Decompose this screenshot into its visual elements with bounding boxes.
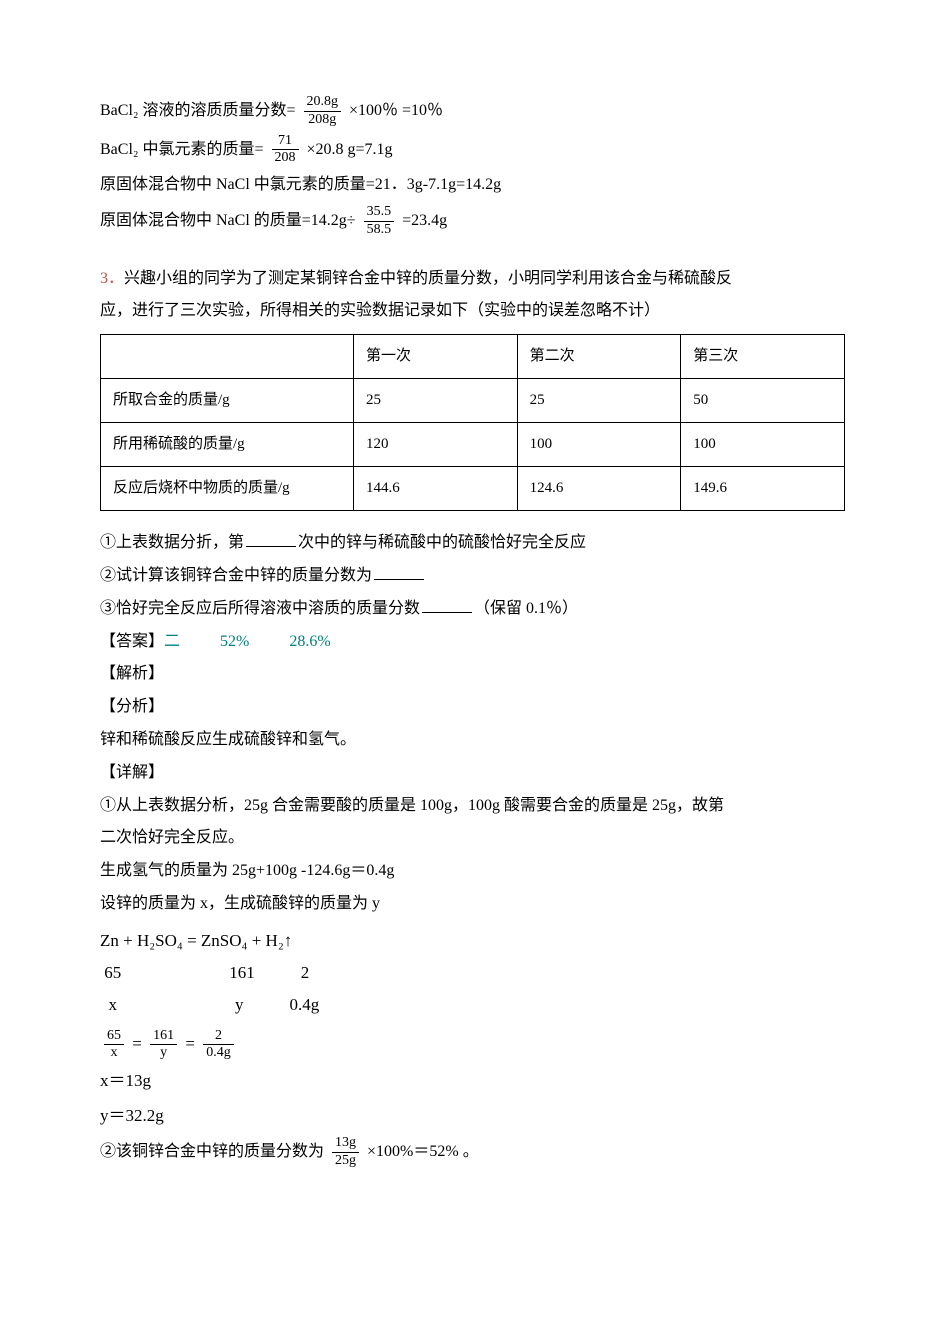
calc-line-3: 原固体混合物中 NaCl 中氯元素的质量=21．3g-7.1g=14.2g bbox=[100, 171, 845, 200]
detail-line: 二次恰好完全反应。 bbox=[100, 824, 845, 853]
fenxi-body: 锌和稀硫酸反应生成硫酸锌和氢气。 bbox=[100, 726, 845, 755]
calc-line-1: BaCl₂ 溶液的溶质质量分数= 20.8g 208g ×100％ =10％ bbox=[100, 94, 845, 129]
answer-line: 【答案】二 52% 28.6% bbox=[100, 628, 845, 657]
table-cell: 25 bbox=[353, 379, 517, 423]
blank-line bbox=[374, 562, 424, 580]
text: ×100%＝52% 。 bbox=[367, 1143, 479, 1160]
blank-line bbox=[246, 530, 296, 548]
equation-line: Zn + H₂SO₄ = ZnSO₄ + H₂↑ bbox=[100, 925, 845, 957]
table-cell: 100 bbox=[681, 423, 845, 467]
table-cell: 反应后烧杯中物质的质量/g bbox=[101, 467, 354, 511]
table-cell: 第一次 bbox=[353, 335, 517, 379]
calc-line-4: 原固体混合物中 NaCl 的质量=14.2g÷ 35.5 58.5 =23.4g bbox=[100, 204, 845, 239]
text: =10％ bbox=[402, 102, 443, 119]
equation-masses: 651612 bbox=[100, 957, 845, 989]
fraction-equation: 65 x = 161 y = 2 0.4g bbox=[100, 1028, 845, 1063]
text: g=7.1g bbox=[348, 141, 393, 158]
table-cell: 所用稀硫酸的质量/g bbox=[101, 423, 354, 467]
table-header-row: 第一次 第二次 第三次 bbox=[101, 335, 845, 379]
equals: = bbox=[132, 1034, 146, 1053]
blank-line bbox=[422, 595, 472, 613]
result-y: y＝32.2g bbox=[100, 1101, 845, 1132]
text: ×20.8 bbox=[307, 141, 344, 158]
sub-question-3: ③恰好完全反应后所得溶液中溶质的质量分数 （保留 0.1％） bbox=[100, 595, 845, 624]
table-cell bbox=[101, 335, 354, 379]
text: ③恰好完全反应后所得溶液中溶质的质量分数 bbox=[100, 600, 420, 617]
equals: = bbox=[185, 1034, 199, 1053]
table-row: 所取合金的质量/g 25 25 50 bbox=[101, 379, 845, 423]
sub-question-1: ①上表数据分折，第 次中的锌与稀硫酸中的硫酸恰好完全反应 bbox=[100, 529, 845, 558]
q3-intro-line-1: 3．兴趣小组的同学为了测定某铜锌合金中锌的质量分数，小明同学利用该合金与稀硫酸反 bbox=[100, 265, 845, 294]
equation-vars: xy0.4g bbox=[100, 989, 845, 1021]
detail-line: 生成氢气的质量为 25g+100g -124.6g＝0.4g bbox=[100, 857, 845, 886]
text: BaCl₂ 溶液的溶质质量分数= bbox=[100, 102, 296, 119]
table-row: 所用稀硫酸的质量/g 120 100 100 bbox=[101, 423, 845, 467]
table-cell: 50 bbox=[681, 379, 845, 423]
text: ①上表数据分折，第 bbox=[100, 534, 244, 551]
table-cell: 120 bbox=[353, 423, 517, 467]
jiexi-label: 【解析】 bbox=[100, 660, 845, 689]
table-row: 反应后烧杯中物质的质量/g 144.6 124.6 149.6 bbox=[101, 467, 845, 511]
experiment-table: 第一次 第二次 第三次 所取合金的质量/g 25 25 50 所用稀硫酸的质量/… bbox=[100, 334, 845, 511]
conclusion-line: ②该铜锌合金中锌的质量分数为 13g 25g ×100%＝52% 。 bbox=[100, 1135, 845, 1170]
fraction: 71 208 bbox=[272, 133, 299, 168]
fenxi-label: 【分析】 bbox=[100, 693, 845, 722]
fraction: 2 0.4g bbox=[203, 1028, 234, 1063]
fraction: 65 x bbox=[104, 1028, 124, 1063]
detail-line: 设锌的质量为 x，生成硫酸锌的质量为 y bbox=[100, 890, 845, 919]
answer-value: 二 bbox=[164, 633, 180, 650]
question-number: 3． bbox=[100, 270, 124, 287]
fraction: 13g 25g bbox=[332, 1135, 359, 1170]
fraction: 20.8g 208g bbox=[304, 94, 342, 129]
result-x: x＝13g bbox=[100, 1066, 845, 1097]
answer-value: 28.6% bbox=[289, 633, 330, 650]
text: ②该铜锌合金中锌的质量分数为 bbox=[100, 1143, 324, 1160]
text: ×100％ bbox=[349, 102, 398, 119]
q3-intro-line-2: 应，进行了三次实验，所得相关的实验数据记录如下（实验中的误差忽略不计） bbox=[100, 297, 845, 326]
sub-question-2: ②试计算该铜锌合金中锌的质量分数为 bbox=[100, 562, 845, 591]
answer-label: 【答案】 bbox=[100, 633, 164, 650]
fraction: 161 y bbox=[150, 1028, 177, 1063]
xiangjie-label: 【详解】 bbox=[100, 759, 845, 788]
table-cell: 149.6 bbox=[681, 467, 845, 511]
text: 原固体混合物中 NaCl 的质量=14.2g÷ bbox=[100, 212, 356, 229]
fraction: 35.5 58.5 bbox=[364, 204, 395, 239]
table-cell: 第三次 bbox=[681, 335, 845, 379]
table-cell: 25 bbox=[517, 379, 681, 423]
detail-line: ①从上表数据分析，25g 合金需要酸的质量是 100g，100g 酸需要合金的质… bbox=[100, 792, 845, 821]
text: （保留 0.1％） bbox=[474, 600, 578, 617]
text: 次中的锌与稀硫酸中的硫酸恰好完全反应 bbox=[298, 534, 586, 551]
equation-block: Zn + H₂SO₄ = ZnSO₄ + H₂↑ 651612 xy0.4g bbox=[100, 925, 845, 1022]
table-cell: 第二次 bbox=[517, 335, 681, 379]
text: =23.4g bbox=[402, 212, 447, 229]
table-cell: 144.6 bbox=[353, 467, 517, 511]
calc-line-2: BaCl₂ 中氯元素的质量= 71 208 ×20.8 g=7.1g bbox=[100, 133, 845, 168]
answer-value: 52% bbox=[220, 633, 249, 650]
table-cell: 100 bbox=[517, 423, 681, 467]
table-cell: 所取合金的质量/g bbox=[101, 379, 354, 423]
text: BaCl₂ 中氯元素的质量= bbox=[100, 141, 264, 158]
text: ②试计算该铜锌合金中锌的质量分数为 bbox=[100, 567, 372, 584]
text: 兴趣小组的同学为了测定某铜锌合金中锌的质量分数，小明同学利用该合金与稀硫酸反 bbox=[124, 270, 732, 287]
table-cell: 124.6 bbox=[517, 467, 681, 511]
